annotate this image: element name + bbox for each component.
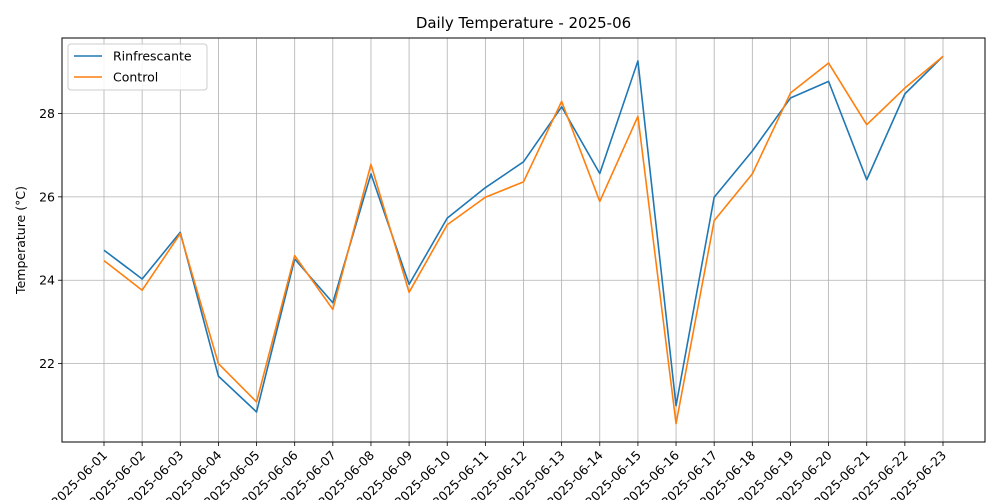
legend-box — [67, 43, 208, 91]
y-tick-label: 22 — [39, 356, 55, 371]
y-tick-label: 26 — [39, 189, 55, 204]
y-tick-label: 28 — [39, 106, 55, 121]
plot-area-frame — [61, 37, 986, 443]
legend-label: Control — [113, 70, 158, 85]
axis-ticks: 2025-06-012025-06-022025-06-032025-06-04… — [39, 106, 949, 500]
legend: Rinfrescante Control — [67, 43, 208, 91]
y-tick-label: 24 — [39, 273, 55, 288]
y-axis-label: Temperature (°C) — [13, 186, 28, 295]
series-line-rinfrescante — [103, 55, 944, 413]
series-lines — [103, 55, 944, 425]
legend-label: Rinfrescante — [113, 49, 192, 64]
chart-title: Daily Temperature - 2025-06 — [416, 14, 631, 32]
series-line-control — [103, 55, 944, 425]
grid-lines — [62, 38, 985, 442]
